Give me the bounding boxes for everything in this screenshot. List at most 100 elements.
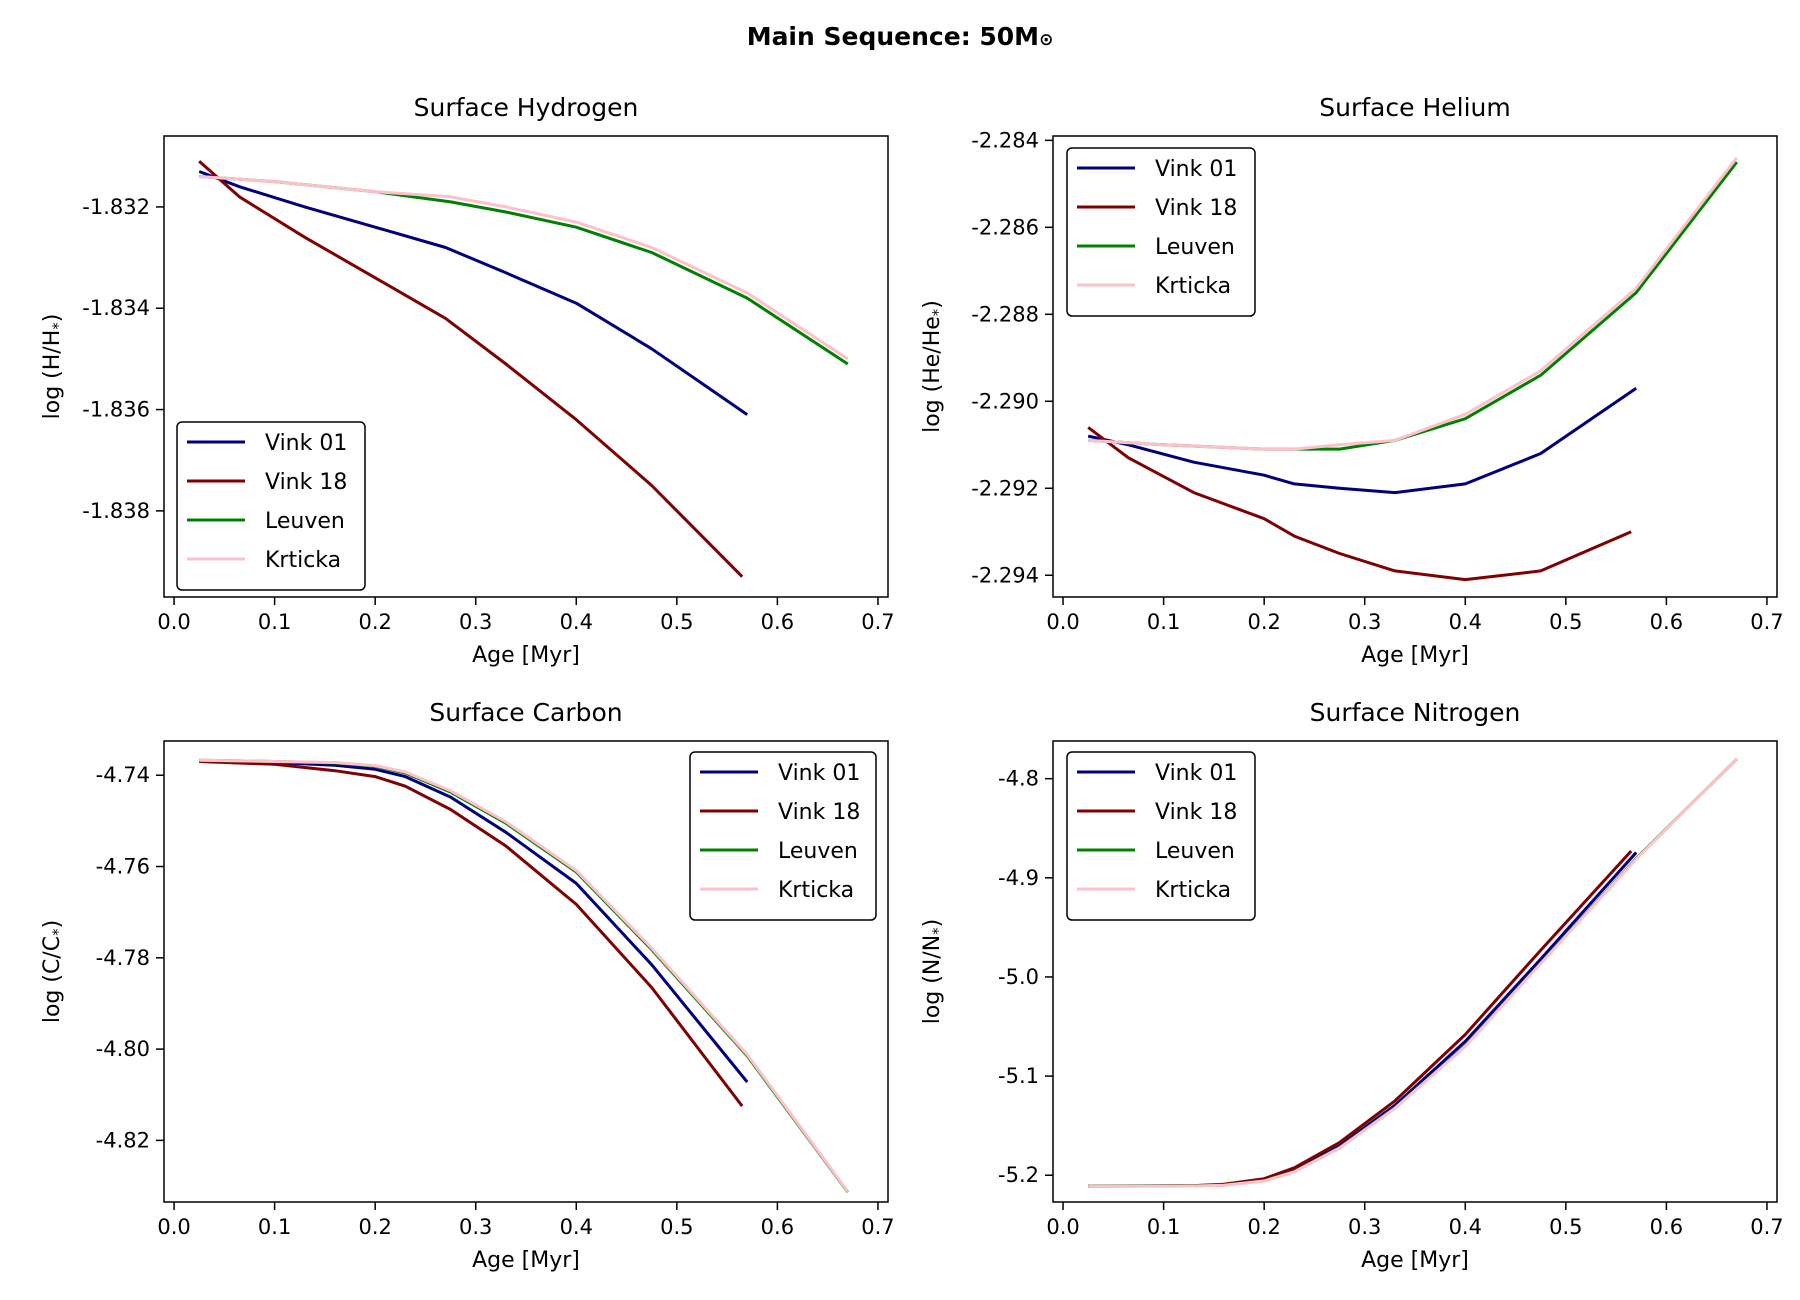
legend-label: Vink 18 xyxy=(1155,800,1237,825)
hydrogen-x-tick-label: 0.6 xyxy=(761,610,794,634)
legend-label: Leuven xyxy=(1155,839,1235,864)
carbon-x-tick-label: 0.7 xyxy=(861,1215,894,1239)
helium-x-tick-label: 0.0 xyxy=(1046,610,1079,634)
legend-label: Leuven xyxy=(778,839,858,864)
helium-series-krticka xyxy=(1088,156,1738,451)
carbon-y-tick-label: -4.74 xyxy=(96,763,150,787)
helium-y-tick-label: -2.292 xyxy=(971,476,1039,500)
carbon-x-tick-label: 0.3 xyxy=(459,1215,492,1239)
hydrogen-y-tick-label: -1.834 xyxy=(82,296,150,320)
hydrogen-x-tick-label: 0.0 xyxy=(157,610,190,634)
carbon-title: Surface Carbon xyxy=(429,698,622,727)
carbon-x-tick-label: 0.0 xyxy=(157,1215,190,1239)
hydrogen-x-axis-label: Age [Myr] xyxy=(472,643,580,668)
nitrogen-legend: Vink 01 Vink 18 Leuven Krticka xyxy=(1066,751,1256,921)
legend-label: Krticka xyxy=(1155,878,1231,903)
nitrogen-y-tick-label: -5.0 xyxy=(998,965,1039,989)
nitrogen-x-tick-label: 0.3 xyxy=(1348,1215,1381,1239)
helium-y-tick-label: -2.284 xyxy=(971,128,1039,152)
nitrogen-plot-frame xyxy=(1052,740,1778,1203)
helium-x-tick-label: 0.1 xyxy=(1147,610,1180,634)
nitrogen-x-tick-label: 0.2 xyxy=(1247,1215,1280,1239)
nitrogen-title: Surface Nitrogen xyxy=(1310,698,1521,727)
carbon-plot-frame xyxy=(163,740,889,1203)
carbon-y-tick-label: -4.78 xyxy=(96,946,150,970)
carbon-x-tick-label: 0.6 xyxy=(761,1215,794,1239)
legend-label: Vink 18 xyxy=(778,800,860,825)
legend-label: Vink 01 xyxy=(778,761,860,786)
helium-x-tick-label: 0.3 xyxy=(1348,610,1381,634)
nitrogen-x-tick-label: 0.4 xyxy=(1449,1215,1482,1239)
nitrogen-y-axis-label: log (N/N*) xyxy=(920,919,947,1025)
sun-symbol: ⊙ xyxy=(1039,30,1054,50)
nitrogen-x-tick-label: 0.0 xyxy=(1046,1215,1079,1239)
carbon-x-tick-label: 0.2 xyxy=(358,1215,391,1239)
helium-x-axis-label: Age [Myr] xyxy=(1361,643,1469,668)
legend-label: Vink 01 xyxy=(1155,157,1237,182)
nitrogen-y-tick-label: -4.8 xyxy=(998,767,1039,791)
helium-plot-frame xyxy=(1052,135,1778,598)
legend-label: Krticka xyxy=(778,878,854,903)
carbon-y-tick-label: -4.80 xyxy=(96,1037,150,1061)
nitrogen-series-krticka xyxy=(1088,757,1738,1188)
hydrogen-x-tick-label: 0.5 xyxy=(660,610,693,634)
carbon-x-tick-label: 0.5 xyxy=(660,1215,693,1239)
carbon-x-tick-label: 0.1 xyxy=(258,1215,291,1239)
hydrogen-legend: Vink 01 Vink 18 Leuven Krticka xyxy=(176,421,366,591)
carbon-y-axis-label: log (C/C*) xyxy=(40,920,67,1023)
legend-label: Vink 01 xyxy=(1155,761,1237,786)
hydrogen-series-vink-01 xyxy=(198,170,749,416)
helium-y-tick-label: -2.294 xyxy=(971,563,1039,587)
nitrogen-x-tick-label: 0.1 xyxy=(1147,1215,1180,1239)
hydrogen-x-tick-label: 0.4 xyxy=(560,610,593,634)
hydrogen-y-tick-label: -1.832 xyxy=(82,195,150,219)
nitrogen-x-tick-label: 0.6 xyxy=(1650,1215,1683,1239)
hydrogen-series-krticka xyxy=(199,175,849,361)
helium-y-tick-label: -2.290 xyxy=(971,389,1039,413)
legend-label: Leuven xyxy=(265,509,345,534)
carbon-x-tick-label: 0.4 xyxy=(560,1215,593,1239)
carbon-series-vink-01 xyxy=(199,759,749,1083)
hydrogen-x-tick-label: 0.3 xyxy=(459,610,492,634)
helium-x-tick-label: 0.2 xyxy=(1247,610,1280,634)
helium-title: Surface Helium xyxy=(1319,93,1510,122)
nitrogen-y-tick-label: -5.2 xyxy=(998,1163,1039,1187)
nitrogen-x-tick-label: 0.7 xyxy=(1750,1215,1783,1239)
legend-label: Vink 18 xyxy=(1155,196,1237,221)
helium-x-tick-label: 0.4 xyxy=(1449,610,1482,634)
legend-label: Krticka xyxy=(265,548,341,573)
nitrogen-x-tick-label: 0.5 xyxy=(1549,1215,1582,1239)
hydrogen-x-tick-label: 0.2 xyxy=(358,610,391,634)
hydrogen-x-tick-label: 0.7 xyxy=(861,610,894,634)
hydrogen-x-tick-label: 0.1 xyxy=(258,610,291,634)
hydrogen-y-axis-label: log (H/H*) xyxy=(40,314,67,420)
legend-label: Vink 18 xyxy=(265,470,347,495)
nitrogen-x-axis-label: Age [Myr] xyxy=(1361,1248,1469,1273)
hydrogen-title: Surface Hydrogen xyxy=(414,93,639,122)
helium-y-tick-label: -2.288 xyxy=(971,302,1039,326)
legend-label: Vink 01 xyxy=(265,431,347,456)
helium-series-vink-01 xyxy=(1087,386,1638,495)
helium-legend: Vink 01 Vink 18 Leuven Krticka xyxy=(1066,147,1256,317)
nitrogen-y-tick-label: -4.9 xyxy=(998,866,1039,890)
helium-y-axis-label: log (He/He*) xyxy=(920,300,947,433)
hydrogen-series-vink-18 xyxy=(198,160,744,578)
nitrogen-y-tick-label: -5.1 xyxy=(998,1064,1039,1088)
carbon-series-vink-18 xyxy=(199,760,744,1108)
helium-x-tick-label: 0.7 xyxy=(1750,610,1783,634)
figure-title: Main Sequence: 50M⊙ xyxy=(746,22,1054,51)
carbon-y-tick-label: -4.82 xyxy=(96,1128,150,1152)
carbon-series-krticka xyxy=(199,758,850,1193)
helium-x-tick-label: 0.5 xyxy=(1549,610,1582,634)
helium-x-tick-label: 0.6 xyxy=(1650,610,1683,634)
helium-y-tick-label: -2.286 xyxy=(971,215,1039,239)
legend-label: Leuven xyxy=(1155,235,1235,260)
carbon-x-axis-label: Age [Myr] xyxy=(472,1248,580,1273)
hydrogen-plot-frame xyxy=(163,135,889,598)
helium-series-vink-18 xyxy=(1087,426,1632,582)
hydrogen-y-tick-label: -1.838 xyxy=(82,499,150,523)
carbon-legend: Vink 01 Vink 18 Leuven Krticka xyxy=(689,751,877,921)
